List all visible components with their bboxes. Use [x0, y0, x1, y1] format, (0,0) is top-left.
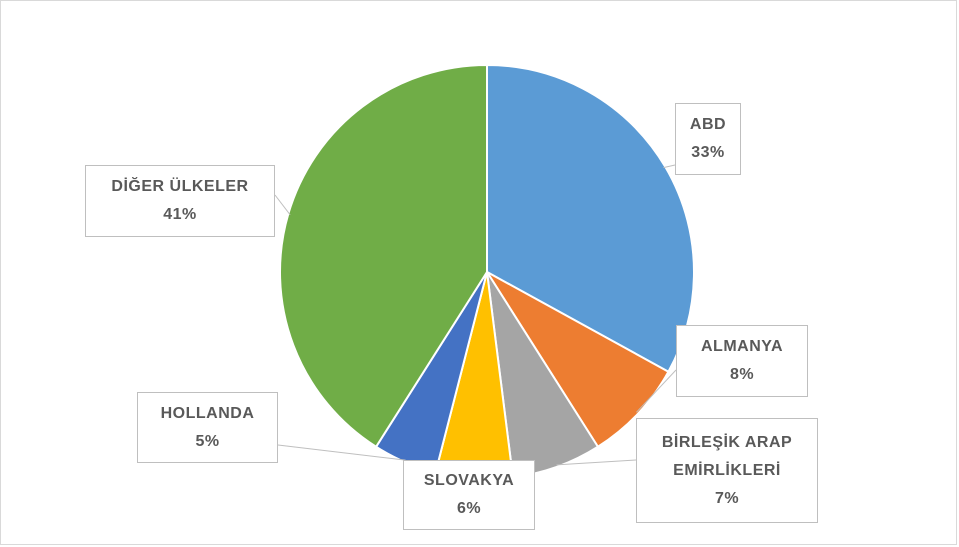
data-label: SLOVAKYA 6%	[403, 460, 535, 530]
leader-line	[636, 369, 677, 413]
category-label: ALMANYA	[700, 338, 784, 355]
value-label: 41%	[163, 206, 197, 223]
value-label: 33%	[691, 144, 725, 161]
pie-slice	[486, 271, 670, 449]
value-label: 7%	[714, 489, 740, 507]
leader-line	[556, 459, 637, 466]
data-label: ALMANYA 8%	[676, 325, 808, 397]
leader-line	[274, 194, 291, 216]
leader-line	[277, 444, 406, 461]
value-label: 5%	[195, 432, 220, 450]
pie-slice	[486, 63, 695, 374]
value-label: 6%	[456, 500, 482, 517]
category-label: DİĞER ÜLKELER	[111, 178, 249, 195]
category-label: HOLLANDA	[160, 404, 255, 422]
data-label: ABD 33%	[675, 103, 741, 175]
value-label: 8%	[729, 366, 755, 383]
data-label: BİRLEŞİK ARAP EMİRLİKLERİ 7%	[636, 418, 818, 523]
category-label: SLOVAKYA	[423, 472, 515, 489]
leader-line	[663, 164, 676, 169]
category-label: ABD	[689, 116, 727, 133]
pie-slice	[279, 63, 488, 449]
data-label: DİĞER ÜLKELER 41%	[85, 165, 275, 237]
data-label: HOLLANDA 5%	[137, 392, 278, 463]
category-label: BİRLEŞİK ARAP EMİRLİKLERİ	[661, 433, 793, 479]
